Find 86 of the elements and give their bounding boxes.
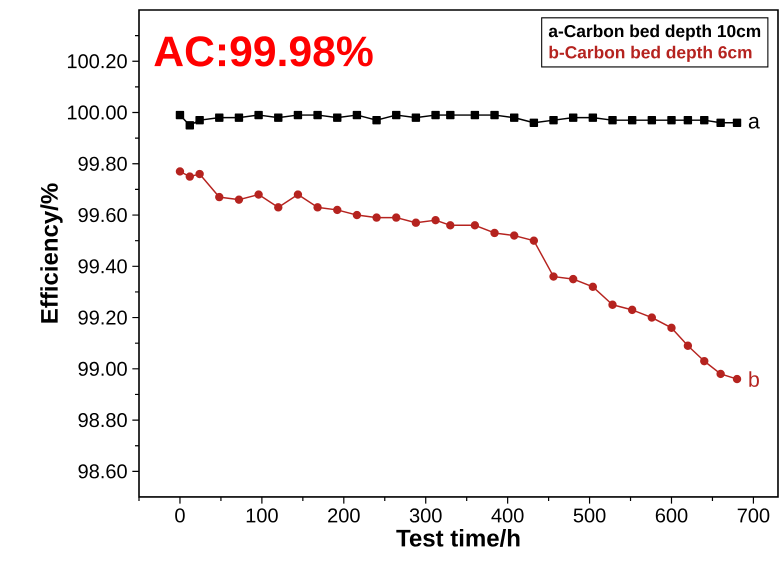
point bbox=[568, 274, 578, 284]
point bbox=[588, 113, 598, 122]
point bbox=[234, 195, 244, 204]
point bbox=[648, 313, 656, 322]
y-tick-label: 98.80 bbox=[78, 413, 127, 428]
point bbox=[568, 113, 578, 122]
point bbox=[431, 110, 440, 120]
point bbox=[352, 210, 362, 220]
annotation: a bbox=[748, 116, 760, 129]
point bbox=[333, 113, 342, 122]
point bbox=[176, 110, 184, 120]
point bbox=[628, 116, 636, 124]
point bbox=[431, 216, 440, 224]
point bbox=[490, 228, 499, 238]
x-tick-label: 700 bbox=[738, 508, 770, 523]
point bbox=[392, 213, 400, 222]
y-axis-title: Efficiency/% bbox=[40, 183, 63, 323]
point bbox=[667, 324, 676, 332]
point bbox=[372, 116, 381, 124]
point bbox=[412, 113, 420, 122]
point bbox=[608, 116, 617, 124]
point bbox=[700, 116, 708, 124]
point bbox=[274, 203, 282, 212]
point bbox=[684, 116, 692, 124]
point bbox=[549, 272, 558, 281]
point bbox=[732, 118, 742, 127]
annotation: AC:99.98% bbox=[154, 36, 373, 66]
point bbox=[186, 172, 194, 181]
point bbox=[294, 110, 302, 120]
point bbox=[530, 236, 538, 245]
point bbox=[490, 110, 499, 120]
point bbox=[716, 118, 725, 127]
y-tick-label: 98.60 bbox=[78, 464, 127, 478]
point bbox=[313, 110, 322, 120]
point bbox=[608, 300, 617, 309]
y-tick-label: 100.20 bbox=[68, 54, 127, 68]
point bbox=[412, 218, 420, 227]
point bbox=[446, 221, 455, 230]
x-tick-label: 200 bbox=[328, 508, 360, 523]
point bbox=[530, 118, 538, 127]
point bbox=[372, 213, 381, 222]
x-tick-label: 300 bbox=[410, 508, 442, 523]
point bbox=[254, 110, 263, 120]
point bbox=[648, 116, 656, 124]
point bbox=[628, 306, 636, 314]
x-axis-title: Test time/h bbox=[396, 529, 520, 547]
y-tick-label: 99.00 bbox=[78, 362, 127, 376]
point bbox=[510, 113, 518, 122]
x-tick-label: 0 bbox=[175, 508, 185, 523]
point bbox=[215, 192, 224, 202]
point bbox=[470, 110, 480, 120]
point bbox=[700, 356, 708, 366]
point bbox=[588, 282, 598, 292]
x-tick-label: 500 bbox=[574, 508, 606, 523]
point bbox=[667, 116, 676, 124]
point bbox=[234, 113, 244, 122]
y-tick-label: 99.60 bbox=[78, 208, 127, 222]
point bbox=[186, 121, 194, 130]
y-tick-label: 99.80 bbox=[78, 156, 127, 171]
point bbox=[732, 374, 742, 384]
y-tick-label: 100.00 bbox=[68, 105, 127, 120]
point bbox=[195, 116, 204, 124]
annotation: b bbox=[749, 371, 759, 387]
point bbox=[274, 113, 282, 122]
y-tick-label: 99.20 bbox=[78, 310, 127, 325]
x-tick-label: 400 bbox=[491, 508, 524, 523]
point bbox=[510, 231, 518, 240]
point bbox=[176, 167, 184, 176]
point bbox=[470, 221, 480, 230]
point bbox=[254, 190, 263, 199]
point bbox=[333, 206, 342, 214]
y-tick-label: 99.40 bbox=[78, 259, 127, 274]
point bbox=[684, 342, 692, 350]
x-tick-label: 100 bbox=[246, 508, 278, 523]
point bbox=[294, 190, 302, 199]
point bbox=[215, 113, 224, 122]
text: b-Carbon bed depth 6cm bbox=[550, 46, 752, 62]
x-tick-label: 600 bbox=[656, 508, 688, 523]
point bbox=[195, 170, 204, 178]
point bbox=[352, 110, 362, 120]
point bbox=[446, 110, 455, 120]
point bbox=[313, 203, 322, 212]
point bbox=[716, 370, 725, 378]
point bbox=[392, 110, 400, 120]
text: a-Carbon bed depth 10cm bbox=[548, 24, 760, 41]
point bbox=[549, 116, 558, 124]
